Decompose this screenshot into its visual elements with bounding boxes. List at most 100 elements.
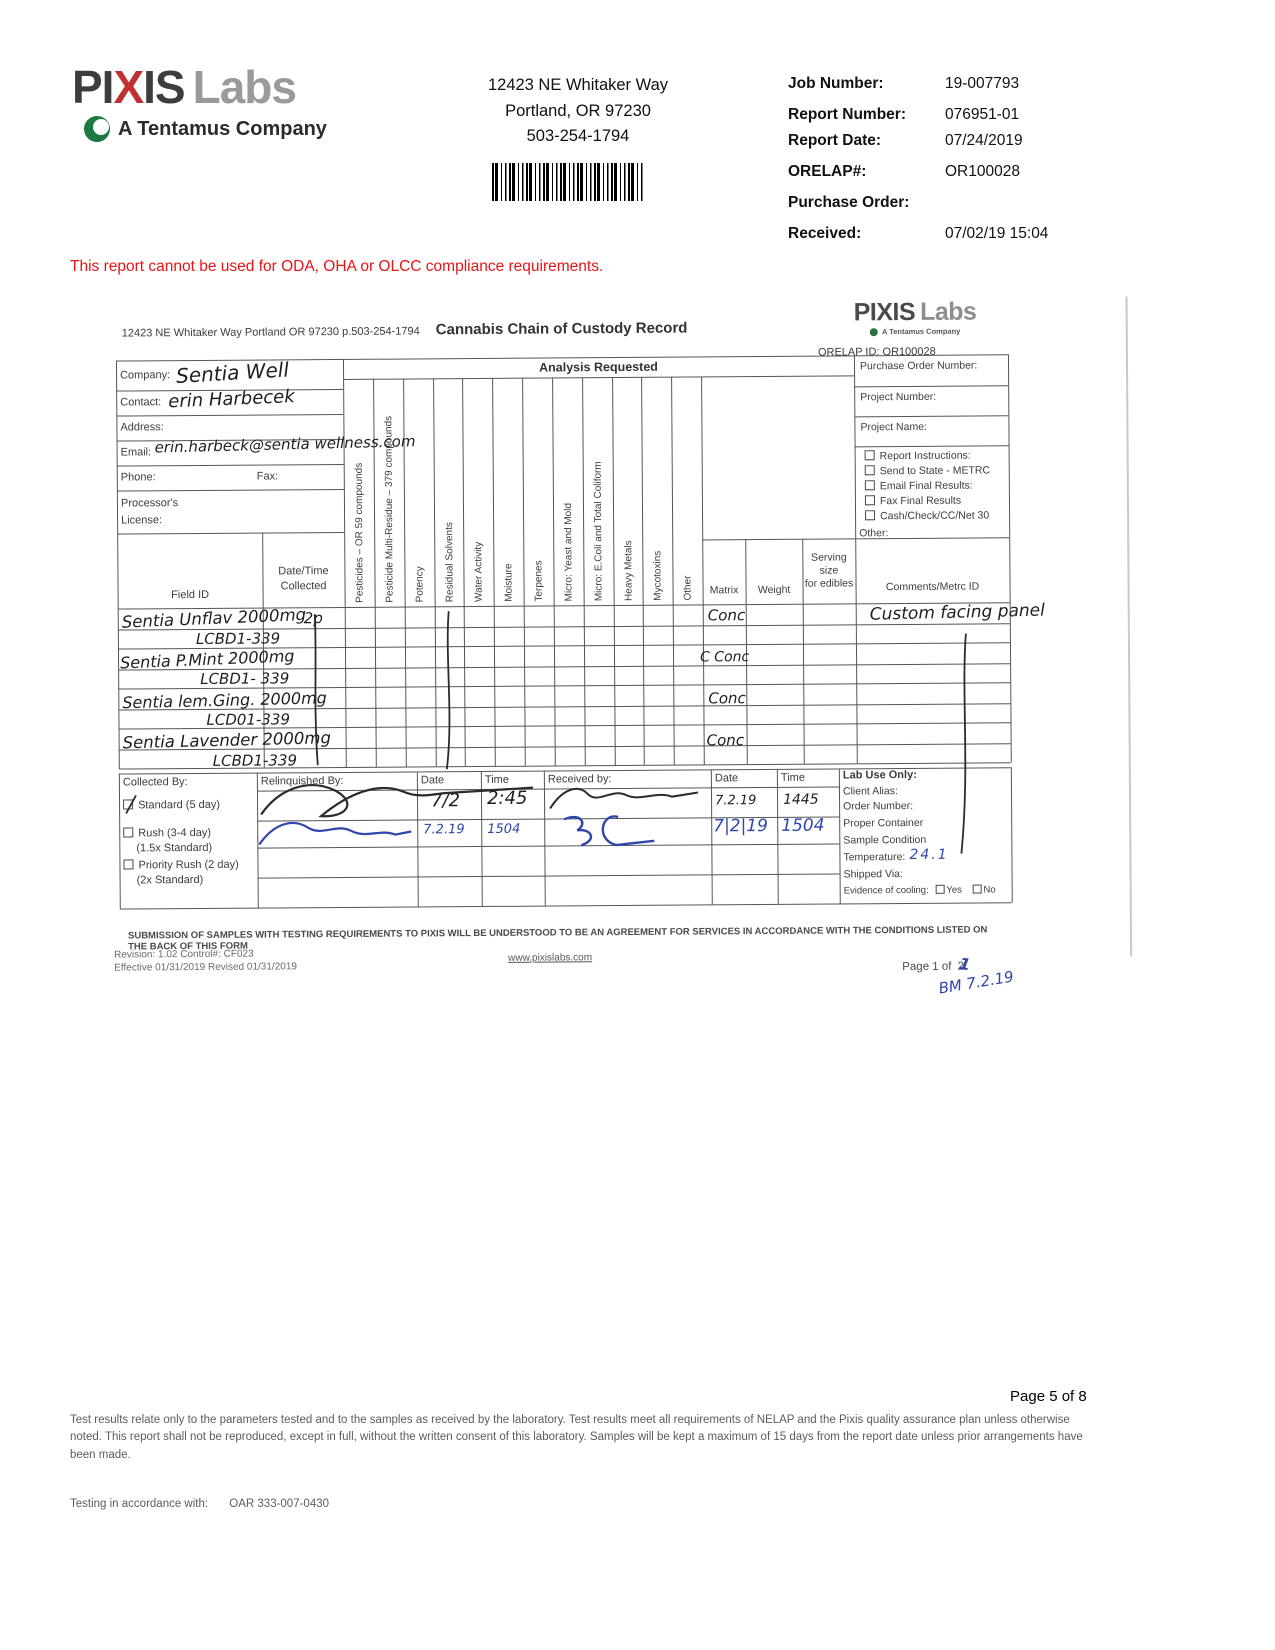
serving-size-header: Serving size for edibles bbox=[804, 551, 854, 590]
coc-page-number: Page 1 of 2 1 bbox=[902, 953, 973, 975]
col-terpenes: Terpenes bbox=[533, 560, 545, 602]
checkbox-icon bbox=[864, 480, 875, 491]
temperature-handwritten: 24.1 bbox=[909, 846, 949, 864]
received-by-label: Received by: bbox=[547, 773, 612, 786]
shipped-via-label: Shipped Via: bbox=[843, 868, 903, 881]
coc-leaf-icon bbox=[869, 327, 879, 336]
signature-received-2 bbox=[563, 815, 655, 847]
col-pesticides: Pesticides – OR 59 compounds bbox=[353, 462, 366, 603]
time-label-1: Time bbox=[484, 773, 509, 786]
analysis-requested-header: Analysis Requested bbox=[539, 359, 658, 375]
lab-address: 12423 NE Whitaker Way Portland, OR 97230… bbox=[428, 73, 728, 150]
received-label: Received: bbox=[788, 225, 862, 242]
comments-header: Comments/Metrc ID bbox=[885, 580, 980, 594]
relinquished-by-label: Relinquished By: bbox=[260, 774, 344, 788]
report-number-label: Report Number: bbox=[788, 106, 906, 123]
date-time-header: Date/Time Collected bbox=[278, 565, 329, 593]
date-label-1: Date bbox=[420, 774, 445, 787]
sample-2-matrix: C Conc bbox=[699, 649, 750, 666]
sample-3-code: LCD01-339 bbox=[206, 710, 291, 729]
sample-4-matrix: Conc bbox=[706, 731, 745, 750]
checkbox-icon bbox=[123, 859, 134, 870]
checkbox-icon bbox=[864, 495, 875, 506]
sample-4-code: LCBD1-339 bbox=[212, 751, 298, 770]
evidence-of-cooling: Evidence of cooling: Yes No bbox=[843, 884, 996, 897]
col-micro-yeast-mold: Micro: Yeast and Mold bbox=[562, 502, 575, 602]
option-priority-sub: (2x Standard) bbox=[136, 873, 204, 887]
received-time-2: 1504 bbox=[781, 815, 825, 836]
logo-pi: PI bbox=[72, 61, 114, 113]
option-standard: Standard (5 day) bbox=[123, 799, 220, 812]
sample-3-matrix: Conc bbox=[708, 689, 746, 708]
received-date-1: 7.2.19 bbox=[714, 793, 757, 809]
option-rush: Rush (3-4 day) bbox=[123, 827, 211, 840]
sample-1-comment: Custom facing panel bbox=[869, 600, 1046, 625]
coc-title: Cannabis Chain of Custody Record bbox=[435, 319, 688, 339]
report-date-value: 07/24/2019 bbox=[945, 132, 1023, 149]
fax-label: Fax: bbox=[256, 470, 279, 483]
col-other: Other bbox=[682, 575, 694, 601]
lab-use-only-label: Lab Use Only: bbox=[842, 768, 917, 782]
col-micro-ecoli: Micro: E.Coli and Total Coliform bbox=[592, 461, 605, 602]
relinquished-date-2: 7.2.19 bbox=[423, 822, 465, 838]
coc-logo: PIXIS Labs A Tentamus Company bbox=[854, 297, 977, 337]
contact-handwritten: erin Harbecek bbox=[167, 386, 296, 413]
relinquished-date-1: 7/2 bbox=[430, 790, 461, 812]
panel-project-number-label: Project Number: bbox=[860, 390, 937, 404]
checkbox-icon bbox=[865, 510, 876, 521]
barcode bbox=[492, 163, 644, 201]
company-label: Company: bbox=[120, 369, 171, 382]
option-report-instructions: Report Instructions: bbox=[864, 450, 971, 463]
revision-line-2: Effective 01/31/2019 Revised 01/31/2019 bbox=[114, 961, 297, 974]
disclaimer: Test results relate only to the paramete… bbox=[70, 1414, 1083, 1461]
weight-header: Weight bbox=[757, 583, 791, 597]
coc-logo-labs: Labs bbox=[919, 297, 977, 326]
compliance-notice: This report cannot be used for ODA, OHA … bbox=[70, 258, 604, 275]
pixis-labs-logo: PIXIS Labs A Tentamus Company bbox=[72, 64, 327, 142]
logo-tagline: A Tentamus Company bbox=[118, 117, 327, 140]
address-label: Address: bbox=[120, 421, 164, 434]
purchase-order-label: Purchase Order: bbox=[788, 194, 910, 211]
company-handwritten: Sentia Well bbox=[175, 357, 290, 389]
field-id-header: Field ID bbox=[171, 588, 210, 602]
temperature-label: Temperature: bbox=[843, 851, 906, 864]
sample-1-code: LCBD1-339 bbox=[195, 629, 281, 648]
time-label-2: Time bbox=[780, 771, 805, 784]
col-pesticide-multi-residue: Pesticide Multi-Residue – 379 compounds bbox=[383, 415, 396, 603]
option-rush-sub: (1.5x Standard) bbox=[136, 841, 213, 855]
testing-accordance: Testing in accordance with: OAR 333-007-… bbox=[70, 1498, 330, 1510]
order-number-label: Order Number: bbox=[843, 799, 914, 813]
checkbox-icon bbox=[972, 884, 982, 894]
address-line1: 12423 NE Whitaker Way bbox=[487, 76, 669, 94]
address-line2: Portland, OR 97230 bbox=[505, 101, 651, 120]
scan-artifact-line bbox=[1125, 296, 1133, 957]
coc-address: 12423 NE Whitaker Way Portland OR 97230 … bbox=[121, 325, 420, 340]
panel-project-name-label: Project Name: bbox=[860, 420, 928, 434]
col-mycotoxins: Mycotoxins bbox=[652, 550, 664, 601]
checkbox-icon bbox=[935, 884, 945, 894]
option-priority-rush: Priority Rush (2 day) bbox=[123, 859, 239, 872]
option-send-to-state: Send to State - METRC bbox=[864, 464, 990, 477]
phone-label: Phone: bbox=[120, 471, 156, 484]
revision-line-1: Revision: 1.02 Control#: CF023 bbox=[114, 948, 254, 961]
contact-label: Contact: bbox=[120, 396, 162, 409]
pen-line-potency bbox=[445, 611, 451, 770]
option-email-results: Email Final Results: bbox=[864, 480, 973, 493]
collected-by-label: Collected By: bbox=[122, 776, 188, 789]
checkbox-icon bbox=[864, 465, 875, 476]
website-link: www.pixislabs.com bbox=[508, 952, 593, 964]
checkbox-icon bbox=[123, 799, 134, 810]
col-water-activity: Water Activity bbox=[473, 541, 485, 603]
matrix-header: Matrix bbox=[709, 584, 739, 597]
report-number-value: 076951-01 bbox=[945, 106, 1020, 123]
received-date-2: 7|2|19 bbox=[713, 815, 769, 837]
license-label: Processor's License: bbox=[120, 497, 179, 527]
logo-wordmark: PIXIS Labs bbox=[72, 64, 327, 110]
client-alias-label: Client Alias: bbox=[842, 785, 898, 798]
date-label-2: Date bbox=[714, 772, 739, 785]
job-number-value: 19-007793 bbox=[945, 75, 1020, 92]
orelap-value: OR100028 bbox=[945, 163, 1020, 180]
sample-1-matrix: Conc bbox=[707, 606, 746, 625]
coc-logo-tagline: A Tentamus Company bbox=[881, 326, 961, 337]
